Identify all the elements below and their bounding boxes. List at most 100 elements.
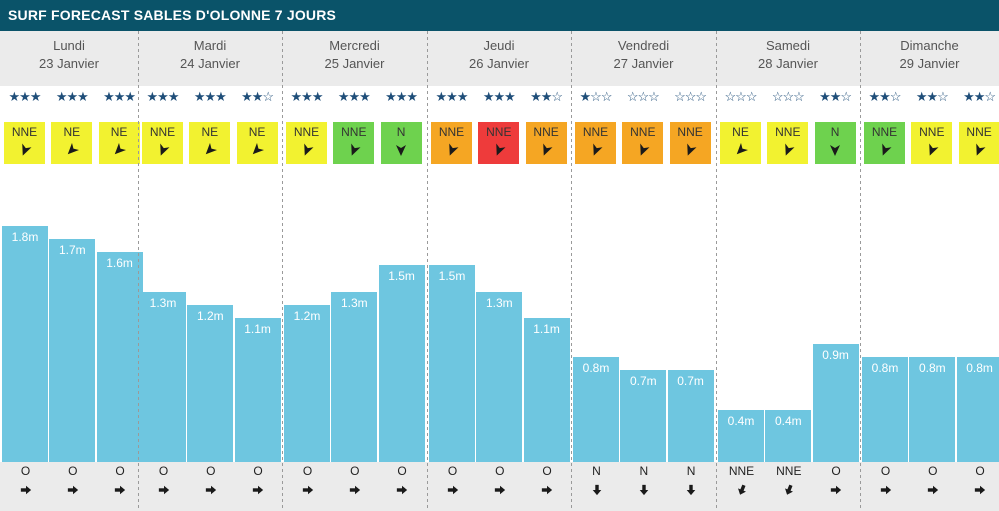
- swell-indicator: N: [573, 464, 620, 497]
- wind-arrow-icon: [881, 143, 892, 156]
- wind-arrow-icon: [396, 145, 407, 156]
- wave-height-bar: 0.8m: [862, 357, 908, 462]
- wind-arrow-icon: [448, 143, 459, 156]
- wave-height-bar: 0.9m: [812, 344, 859, 462]
- swell-arrow-icon: [639, 484, 649, 496]
- swell-direction-label: O: [302, 464, 313, 478]
- surf-rating-stars: ☆☆☆: [674, 89, 707, 104]
- swell-band: [0, 462, 999, 511]
- surf-rating-stars: ★★★: [103, 89, 136, 104]
- swell-direction-label: O: [397, 464, 407, 478]
- surf-rating-stars: ★★☆: [868, 89, 902, 104]
- surf-rating-stars: ★★★: [55, 89, 89, 104]
- wind-direction-label: NNE: [533, 125, 559, 139]
- swell-direction-label: O: [206, 464, 216, 478]
- wind-direction-label: NNE: [919, 125, 945, 139]
- swell-indicator: O: [862, 464, 909, 497]
- wind-indicator: NNE: [958, 122, 999, 164]
- wave-height-label: 0.9m: [822, 348, 849, 362]
- wind-indicator: NNE: [142, 122, 183, 164]
- wave-height-label: 1.1m: [244, 322, 271, 336]
- wind-indicator: NE: [51, 122, 93, 164]
- day-date: 23 Janvier: [39, 56, 99, 71]
- wind-arrow-icon: [736, 143, 748, 155]
- swell-direction-label: O: [880, 464, 891, 478]
- wind-direction-label: NNE: [486, 125, 512, 139]
- surf-rating-stars: ☆☆☆: [626, 89, 660, 104]
- wave-height-label: 0.8m: [871, 361, 899, 375]
- swell-indicator: O: [331, 464, 378, 497]
- day-date: 29 Janvier: [899, 56, 960, 71]
- wave-height-bar: 1.5m: [429, 265, 475, 462]
- surf-rating-stars: ★★☆: [530, 89, 563, 104]
- day-header: Jeudi 26 Janvier: [427, 31, 571, 86]
- wind-arrow-icon: [929, 143, 939, 156]
- wave-height-bar: 1.7m: [49, 239, 96, 462]
- swell-arrow-icon: [114, 485, 126, 495]
- day-name: Mercredi: [329, 38, 380, 53]
- swell-indicator: NNE: [718, 464, 765, 497]
- wind-indicator: NNE: [4, 122, 45, 164]
- swell-direction-label: O: [831, 464, 841, 478]
- wind-indicator: NE: [189, 122, 231, 164]
- day-separator: [427, 31, 428, 511]
- swell-indicator: O: [524, 464, 571, 497]
- swell-direction-label: O: [253, 464, 263, 478]
- swell-direction-label: O: [975, 464, 985, 478]
- wind-direction-label: NNE: [11, 125, 38, 139]
- wind-direction-label: NNE: [582, 125, 609, 139]
- wind-indicator: NNE: [622, 122, 664, 164]
- wave-height-bar: 1.2m: [284, 305, 330, 462]
- wave-height-label: 1.6m: [106, 256, 133, 270]
- wind-direction-label: NE: [63, 125, 81, 139]
- swell-indicator: N: [620, 464, 667, 497]
- day-header: Vendredi 27 Janvier: [571, 31, 716, 86]
- wave-height-label: 0.4m: [727, 414, 755, 428]
- wind-arrow-icon: [159, 143, 170, 156]
- swell-indicator: O: [429, 464, 476, 497]
- day-name: Mardi: [193, 38, 227, 53]
- wind-arrow-icon: [21, 143, 32, 156]
- wave-height-bar: 1.8m: [2, 226, 48, 462]
- wind-indicator: N: [380, 122, 422, 164]
- swell-indicator: O: [97, 464, 144, 497]
- wind-direction-label: NNE: [966, 125, 992, 139]
- wind-arrow-icon: [785, 143, 795, 156]
- wind-indicator: NNE: [669, 122, 711, 164]
- wave-height-label: 0.8m: [966, 361, 993, 375]
- wind-indicator: NNE: [575, 122, 616, 164]
- day-separator: [138, 31, 139, 511]
- wind-direction-label: N: [830, 125, 840, 139]
- wind-indicator: NE: [236, 122, 278, 164]
- day-header: Mercredi 25 Janvier: [282, 31, 427, 86]
- day-name: Samedi: [765, 38, 811, 53]
- day-name: Jeudi: [483, 38, 515, 53]
- wave-height-bar: 0.4m: [718, 410, 764, 462]
- swell-indicator: O: [49, 464, 96, 497]
- wind-direction-label: NNE: [341, 125, 367, 139]
- wave-height-bar: 0.8m: [956, 357, 999, 462]
- wind-arrow-icon: [496, 143, 506, 156]
- swell-indicator: O: [379, 464, 426, 497]
- surf-rating-stars: ★★☆: [963, 89, 996, 104]
- wind-direction-label: NNE: [630, 125, 656, 139]
- surf-rating-stars: ★★★: [435, 89, 469, 104]
- wind-direction-label: NE: [732, 125, 749, 139]
- wave-height-label: 0.8m: [918, 361, 946, 375]
- swell-arrow-icon: [541, 485, 553, 495]
- day-separator: [716, 31, 717, 511]
- swell-indicator: O: [2, 464, 49, 497]
- surf-rating-stars: ★★★: [290, 89, 324, 104]
- wind-arrow-icon: [543, 143, 553, 156]
- wind-direction-label: NE: [248, 125, 266, 139]
- wave-height-bar: 0.7m: [667, 370, 714, 462]
- swell-direction-label: O: [68, 464, 78, 478]
- wind-direction-label: NNE: [677, 125, 703, 139]
- wave-height-label: 1.8m: [11, 230, 39, 244]
- swell-arrow-icon: [686, 484, 696, 496]
- day-header: Samedi 28 Janvier: [716, 31, 860, 86]
- wave-height-label: 1.1m: [533, 322, 560, 336]
- swell-arrow-icon: [494, 485, 505, 495]
- wave-height-label: 1.5m: [388, 269, 415, 283]
- day-separator: [282, 31, 283, 511]
